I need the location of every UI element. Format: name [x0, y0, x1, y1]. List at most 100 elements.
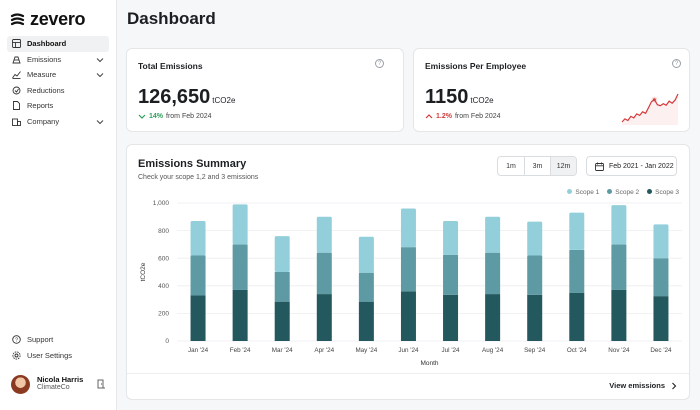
sidebar-item-user-settings[interactable]: User Settings — [7, 348, 109, 364]
user-name: Nicola Harris — [37, 374, 84, 384]
x-tick-label: Dec '24 — [650, 347, 672, 354]
help-icon[interactable]: ? — [672, 59, 681, 68]
bar-segment-scope-3[interactable] — [274, 301, 290, 341]
bar-segment-scope-3[interactable] — [232, 289, 248, 341]
sidebar-item-reports[interactable]: Reports — [7, 98, 109, 114]
bar-segment-scope-2[interactable] — [485, 252, 501, 295]
date-range-label: Feb 2021 - Jan 2022 — [609, 162, 674, 170]
range-toggle: 1m 3m 12m — [497, 156, 577, 176]
bar-segment-scope-2[interactable] — [400, 247, 416, 292]
bar-segment-scope-2[interactable] — [232, 244, 248, 290]
x-tick-label: Jan '24 — [188, 347, 209, 354]
calendar-icon — [595, 162, 604, 171]
bar-segment-scope-2[interactable] — [653, 258, 669, 297]
bar-segment-scope-2[interactable] — [527, 255, 543, 295]
x-tick-label: Nov '24 — [608, 347, 630, 354]
bar-segment-scope-3[interactable] — [443, 294, 459, 341]
bar-segment-scope-1[interactable] — [232, 204, 248, 245]
user-org: ClimateCo — [37, 384, 70, 392]
bar-segment-scope-2[interactable] — [274, 272, 290, 302]
range-12m-button[interactable]: 12m — [550, 157, 576, 175]
view-emissions-label: View emissions — [609, 381, 665, 390]
sparkline-highlight-point[interactable] — [653, 98, 656, 101]
help-icon[interactable]: ? — [375, 59, 384, 68]
date-range-button[interactable]: Feb 2021 - Jan 2022 — [586, 156, 677, 176]
sidebar-item-emissions[interactable]: Emissions — [7, 52, 109, 68]
bar-segment-scope-1[interactable] — [485, 216, 501, 253]
x-axis-label: Month — [420, 360, 438, 367]
per-employee-delta: 1.2% from Feb 2024 — [425, 113, 501, 120]
chevron-down-icon — [96, 73, 104, 78]
legend-swatch — [607, 189, 613, 194]
brand-name: zevero — [30, 9, 86, 29]
bar-segment-scope-2[interactable] — [569, 249, 585, 293]
x-tick-label: Jul '24 — [442, 347, 461, 354]
sidebar-item-company[interactable]: Company — [7, 114, 109, 130]
sidebar-item-reductions[interactable]: Reductions — [7, 83, 109, 99]
total-emissions-delta: 14% from Feb 2024 — [138, 113, 212, 120]
settings-icon — [12, 351, 21, 360]
sidebar-item-label: Emissions — [27, 54, 62, 64]
legend-item-scope-3: Scope 3 — [647, 189, 679, 196]
zevero-logo-icon — [10, 12, 25, 25]
chevron-down-icon — [96, 119, 104, 124]
y-tick-label: 1,000 — [153, 200, 170, 207]
bar-segment-scope-2[interactable] — [316, 252, 332, 295]
arrow-up-icon — [425, 114, 433, 119]
user-profile[interactable]: Nicola Harris ClimateCo — [11, 373, 111, 395]
main-nav: Dashboard Emissions Measure Reductions Repor… — [7, 36, 109, 129]
x-tick-label: Aug '24 — [482, 347, 504, 354]
sidebar-item-dashboard[interactable]: Dashboard — [7, 36, 109, 52]
bar-segment-scope-2[interactable] — [443, 254, 459, 295]
bar-segment-scope-3[interactable] — [316, 294, 332, 341]
total-emissions-value: 126,650 tCO2e — [138, 86, 236, 108]
bar-segment-scope-3[interactable] — [653, 296, 669, 341]
bar-segment-scope-1[interactable] — [443, 220, 459, 255]
legend-swatch — [647, 189, 653, 194]
x-tick-label: Feb '24 — [230, 347, 251, 354]
bar-segment-scope-3[interactable] — [485, 294, 501, 341]
brand-logo[interactable]: zevero — [10, 9, 86, 30]
bar-segment-scope-1[interactable] — [316, 216, 332, 253]
bar-segment-scope-3[interactable] — [190, 295, 206, 341]
y-tick-label: 600 — [158, 255, 169, 262]
bar-segment-scope-3[interactable] — [569, 292, 585, 341]
bar-segment-scope-1[interactable] — [527, 221, 543, 256]
reports-icon — [13, 101, 20, 111]
y-axis-label: tCO2e — [140, 262, 147, 281]
bar-segment-scope-3[interactable] — [527, 294, 543, 341]
avatar[interactable] — [11, 374, 30, 394]
dashboard-icon — [12, 39, 21, 49]
bar-segment-scope-3[interactable] — [358, 301, 374, 341]
bar-segment-scope-1[interactable] — [274, 236, 290, 272]
range-3m-button[interactable]: 3m — [524, 157, 550, 175]
sidebar-item-measure[interactable]: Measure — [7, 67, 109, 83]
bar-segment-scope-1[interactable] — [400, 208, 416, 248]
card-title: Total Emissions — [138, 61, 203, 71]
bar-segment-scope-1[interactable] — [190, 220, 206, 256]
sidebar-item-label: User Settings — [27, 350, 73, 360]
bar-segment-scope-1[interactable] — [653, 224, 669, 259]
legend-item-scope-1: Scope 1 — [567, 189, 599, 196]
bar-segment-scope-1[interactable] — [358, 236, 374, 273]
range-1m-button[interactable]: 1m — [506, 162, 516, 170]
company-icon — [12, 118, 21, 126]
sidebar-item-label: Reports — [27, 101, 54, 111]
bar-segment-scope-1[interactable] — [569, 212, 585, 250]
bar-segment-scope-1[interactable] — [611, 205, 627, 245]
bar-segment-scope-2[interactable] — [358, 272, 374, 302]
bar-segment-scope-3[interactable] — [400, 291, 416, 341]
sidebar-item-label: Company — [27, 116, 60, 126]
bar-segment-scope-2[interactable] — [611, 244, 627, 290]
view-emissions-link[interactable]: View emissions — [609, 381, 677, 390]
sidebar-item-support[interactable]: ? Support — [7, 332, 109, 348]
logout-icon[interactable] — [97, 379, 106, 389]
summary-title: Emissions Summary — [138, 158, 247, 170]
y-tick-label: 400 — [158, 283, 169, 290]
emissions-icon — [12, 56, 21, 64]
bar-segment-scope-2[interactable] — [190, 255, 206, 296]
emissions-bar-chart: 0 200 400 600 800 1,000 tCO2e Jan '24 Feb '24 Mar… — [140, 200, 682, 367]
card-divider — [127, 373, 689, 374]
bar-segment-scope-3[interactable] — [611, 289, 627, 341]
svg-text:?: ? — [15, 338, 18, 344]
